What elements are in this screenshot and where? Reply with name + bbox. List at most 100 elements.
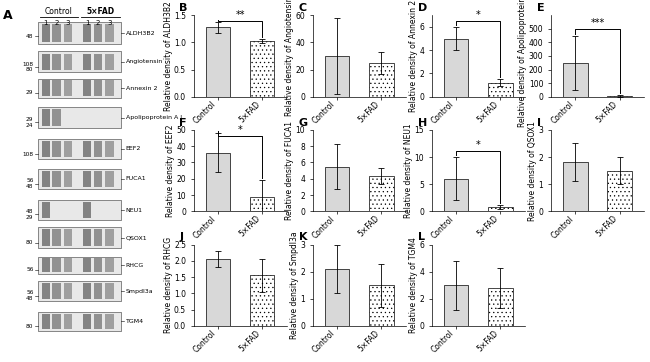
Text: D: D <box>417 3 427 13</box>
Bar <box>105 171 114 187</box>
Bar <box>206 259 230 326</box>
Bar <box>38 79 121 98</box>
Bar <box>64 171 72 187</box>
Bar <box>83 313 91 329</box>
Bar <box>105 313 114 329</box>
Bar <box>105 24 114 42</box>
Text: A: A <box>3 9 13 22</box>
Bar <box>42 258 50 272</box>
Text: *: * <box>476 10 481 20</box>
Text: 48: 48 <box>26 34 34 38</box>
Text: I: I <box>537 118 541 128</box>
Bar <box>83 230 91 246</box>
Y-axis label: Relative density of Smpdl3a: Relative density of Smpdl3a <box>290 231 299 339</box>
Bar <box>53 283 60 299</box>
Bar <box>250 197 274 211</box>
Bar <box>38 312 121 331</box>
Text: E: E <box>537 3 544 13</box>
Bar <box>83 283 91 299</box>
Y-axis label: Relative density of QSOX1: Relative density of QSOX1 <box>528 121 537 220</box>
Bar <box>105 80 114 96</box>
Text: J: J <box>179 232 183 242</box>
Bar <box>38 169 121 189</box>
Y-axis label: Relative density of Annexin 2: Relative density of Annexin 2 <box>409 0 418 112</box>
Text: G: G <box>298 118 307 128</box>
Bar <box>206 27 230 97</box>
Bar <box>488 288 513 326</box>
Bar <box>94 230 102 246</box>
Bar <box>105 140 114 157</box>
Bar <box>94 283 102 299</box>
Bar <box>105 54 114 70</box>
Text: 2: 2 <box>96 20 100 26</box>
Bar <box>53 140 60 157</box>
Bar <box>42 140 50 157</box>
Bar <box>94 313 102 329</box>
Bar <box>42 54 50 70</box>
Bar <box>83 54 91 70</box>
Bar <box>369 63 393 97</box>
Bar <box>42 80 50 96</box>
Bar <box>64 258 72 272</box>
Bar <box>38 281 121 302</box>
Text: Apolipoprotein A I: Apolipoprotein A I <box>126 115 182 120</box>
Bar <box>38 201 121 220</box>
Bar <box>38 257 121 274</box>
Bar <box>325 56 349 97</box>
Bar <box>83 202 91 218</box>
Bar <box>42 230 50 246</box>
Text: NEU1: NEU1 <box>126 207 143 212</box>
Text: L: L <box>417 232 424 242</box>
Y-axis label: Relative density of EEF2: Relative density of EEF2 <box>166 124 175 217</box>
Text: 48
29: 48 29 <box>26 209 34 220</box>
Text: FUCA1: FUCA1 <box>126 176 146 181</box>
Bar <box>444 38 469 97</box>
Bar <box>83 140 91 157</box>
Bar <box>53 24 60 42</box>
Bar <box>94 258 102 272</box>
Text: ***: *** <box>590 18 605 29</box>
Text: 5×FAD: 5×FAD <box>86 7 114 16</box>
Text: 3: 3 <box>66 20 70 26</box>
Bar <box>53 230 60 246</box>
Text: Annexin 2: Annexin 2 <box>126 86 157 90</box>
Text: 29: 29 <box>26 90 34 96</box>
Bar <box>444 179 469 211</box>
Y-axis label: Relative density of RHCG: Relative density of RHCG <box>164 237 172 333</box>
Text: 80: 80 <box>26 240 34 245</box>
Text: 56
48: 56 48 <box>26 178 34 189</box>
Bar <box>608 96 632 97</box>
Bar <box>488 83 513 97</box>
Bar <box>608 171 632 211</box>
Y-axis label: Relative density of ALDH3B2: Relative density of ALDH3B2 <box>164 1 172 111</box>
Bar <box>488 207 513 211</box>
Text: **: ** <box>235 10 245 20</box>
Bar <box>563 163 588 211</box>
Bar <box>325 269 349 326</box>
Text: Control: Control <box>45 7 73 16</box>
Bar <box>42 171 50 187</box>
Bar <box>94 54 102 70</box>
Bar <box>42 283 50 299</box>
Bar <box>42 109 50 126</box>
Bar <box>38 22 121 44</box>
Bar <box>53 80 60 96</box>
Bar <box>53 109 60 126</box>
Text: Angiotensin: Angiotensin <box>126 59 163 64</box>
Bar <box>38 107 121 129</box>
Text: EEF2: EEF2 <box>126 146 141 151</box>
Text: 56
48: 56 48 <box>26 290 34 301</box>
Text: 3: 3 <box>107 20 112 26</box>
Y-axis label: Relative density of TGM4: Relative density of TGM4 <box>409 237 418 333</box>
Text: B: B <box>179 3 188 13</box>
Bar <box>53 171 60 187</box>
Text: RHCG: RHCG <box>126 263 144 268</box>
Bar <box>250 41 274 97</box>
Bar <box>369 176 393 211</box>
Bar <box>105 258 114 272</box>
Text: Smpdl3a: Smpdl3a <box>126 289 153 294</box>
Bar <box>83 24 91 42</box>
Bar <box>42 313 50 329</box>
Bar <box>444 285 469 326</box>
Bar <box>64 313 72 329</box>
